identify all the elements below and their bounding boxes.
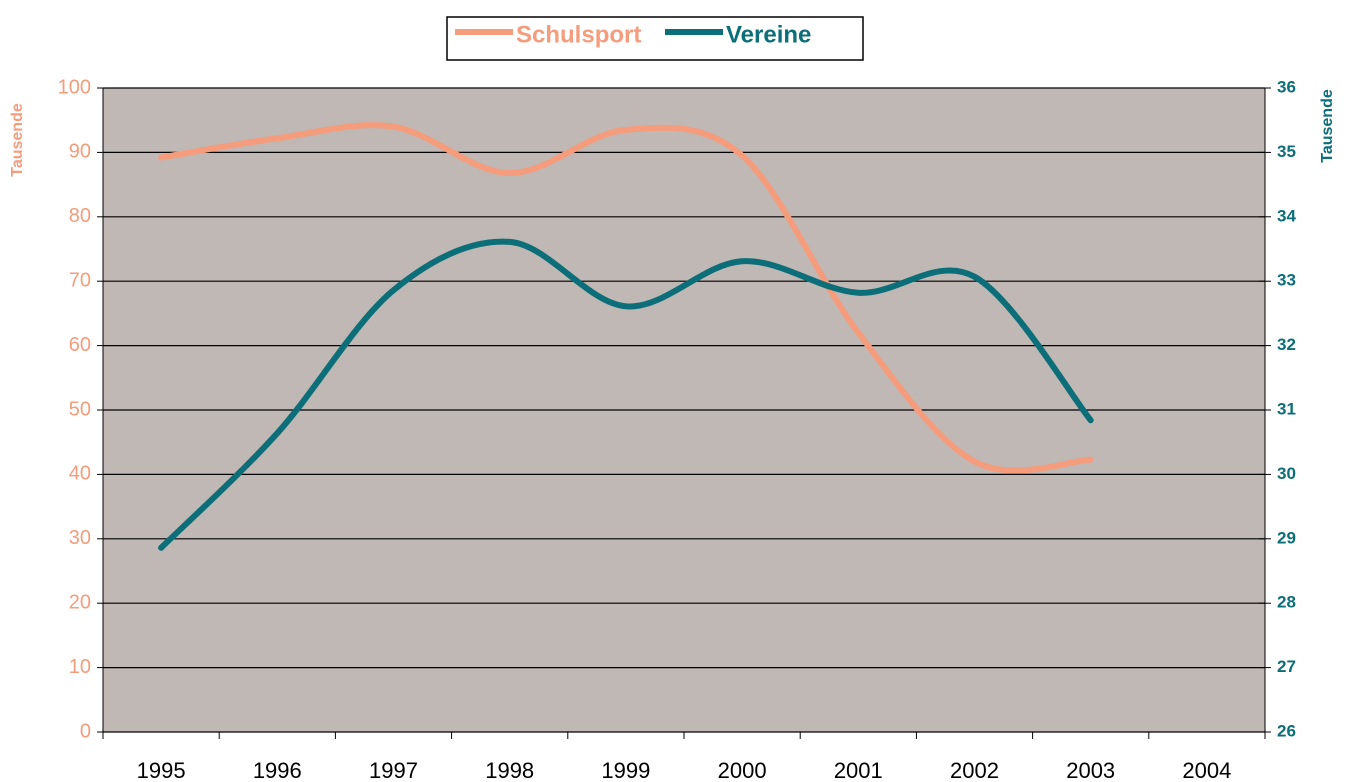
y2-tick-label: 27 (1277, 657, 1296, 676)
y2-axis-title: Tausende (1319, 89, 1336, 163)
x-tick-label: 2003 (1066, 758, 1115, 782)
y-tick-label: 70 (69, 269, 91, 291)
legend-label: Schulsport (516, 21, 641, 48)
x-tick-label: 2004 (1182, 758, 1231, 782)
x-tick-label: 1997 (369, 758, 418, 782)
y-tick-label: 100 (58, 76, 91, 98)
x-tick-label: 2002 (950, 758, 999, 782)
legend-label: Vereine (726, 21, 811, 48)
y2-tick-label: 26 (1277, 721, 1296, 740)
x-tick-label: 2001 (834, 758, 883, 782)
y-tick-label: 20 (69, 591, 91, 613)
y-tick-label: 90 (69, 141, 91, 163)
y-tick-label: 50 (69, 398, 91, 420)
y2-tick-label: 28 (1277, 593, 1296, 612)
x-tick-label: 1996 (253, 758, 302, 782)
legend-box (446, 16, 864, 61)
y-tick-label: 10 (69, 656, 91, 678)
y-tick-label: 0 (80, 720, 91, 742)
series-line (158, 238, 1094, 551)
x-tick-label: 2000 (718, 758, 767, 782)
y2-tick-label: 29 (1277, 528, 1296, 547)
y-tick-label: 60 (69, 334, 91, 356)
y2-tick-label: 35 (1277, 142, 1296, 161)
x-tick-label: 1999 (601, 758, 650, 782)
y-axis-title: Tausende (9, 103, 26, 177)
y2-tick-label: 36 (1277, 77, 1296, 96)
y-tick-label: 40 (69, 463, 91, 485)
y2-tick-label: 30 (1277, 464, 1296, 483)
y-tick-label: 80 (69, 205, 91, 227)
y2-tick-label: 34 (1277, 206, 1296, 225)
y2-tick-label: 33 (1277, 271, 1296, 290)
x-tick-label: 1995 (137, 758, 186, 782)
x-tick-label: 1998 (485, 758, 534, 782)
y2-tick-label: 31 (1277, 399, 1296, 418)
series-line (158, 122, 1094, 474)
y-tick-label: 30 (69, 527, 91, 549)
y2-tick-label: 32 (1277, 335, 1296, 354)
